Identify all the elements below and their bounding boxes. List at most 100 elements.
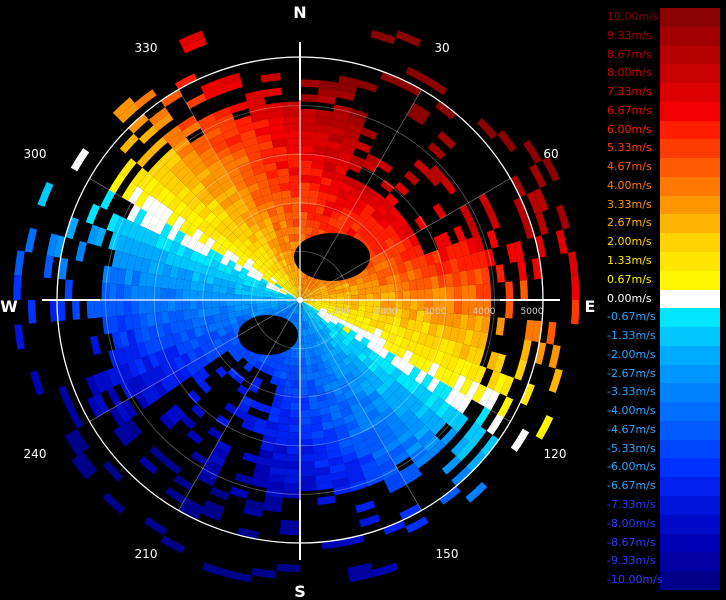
velocity-bin	[234, 115, 253, 128]
velocity-bin	[427, 263, 438, 278]
velocity-bin	[431, 249, 443, 264]
legend-label: -5.33m/s	[607, 441, 656, 455]
velocity-bin	[300, 123, 316, 132]
velocity-bin	[256, 456, 272, 467]
velocity-bin	[319, 285, 327, 291]
range-label-1000: 1000	[327, 307, 350, 317]
velocity-bin	[280, 401, 292, 410]
velocity-bin	[162, 457, 182, 475]
velocity-bin	[476, 118, 498, 140]
velocity-bin	[108, 406, 126, 427]
velocity-bin	[431, 300, 440, 313]
velocity-bin	[341, 311, 350, 318]
velocity-bin	[403, 414, 420, 430]
velocity-bin	[191, 371, 205, 386]
velocity-bin	[300, 138, 315, 147]
velocity-bin	[292, 211, 300, 220]
legend-row: 5.33m/s	[605, 139, 723, 159]
velocity-bin	[303, 306, 308, 314]
velocity-bin	[268, 278, 276, 286]
velocity-bin	[317, 495, 336, 506]
velocity-bin	[477, 250, 489, 269]
velocity-bin	[277, 236, 285, 245]
legend-row: 2.67m/s	[605, 214, 723, 234]
velocity-bin	[242, 505, 263, 518]
velocity-bin	[160, 362, 173, 378]
velocity-bin	[215, 440, 232, 454]
velocity-bin	[430, 275, 440, 289]
velocity-bin	[272, 287, 281, 293]
velocity-bin	[167, 131, 187, 148]
velocity-bin	[287, 272, 293, 281]
velocity-bin	[466, 362, 480, 381]
velocity-bin	[211, 446, 229, 460]
velocity-bin	[175, 342, 187, 356]
velocity-bin	[313, 290, 321, 295]
velocity-bin	[313, 452, 329, 462]
velocity-bin	[314, 324, 322, 332]
velocity-bin	[284, 468, 300, 477]
velocity-bin	[365, 433, 381, 447]
velocity-bin	[124, 269, 134, 286]
velocity-bin	[300, 197, 309, 205]
velocity-bin	[265, 310, 274, 316]
velocity-bin	[380, 292, 389, 300]
velocity-bin	[301, 314, 304, 322]
velocity-bin	[243, 248, 254, 258]
velocity-bin	[170, 159, 187, 176]
velocity-bin	[319, 406, 331, 416]
velocity-bin	[306, 303, 313, 309]
velocity-bin	[286, 293, 294, 298]
velocity-bin	[293, 365, 300, 374]
velocity-bin	[350, 221, 362, 233]
velocity-bin	[140, 194, 156, 212]
velocity-bin	[282, 234, 290, 244]
velocity-bin	[271, 138, 287, 148]
velocity-bin	[234, 305, 243, 312]
velocity-bin	[272, 307, 281, 313]
velocity-bin	[252, 424, 266, 435]
velocity-bin	[210, 240, 222, 253]
velocity-bin	[325, 147, 340, 158]
velocity-bin	[101, 282, 110, 300]
velocity-bin	[236, 384, 249, 396]
velocity-bin	[382, 267, 393, 278]
velocity-bin	[243, 313, 252, 321]
velocity-bin	[427, 362, 440, 378]
velocity-bin	[517, 260, 528, 281]
velocity-bin	[333, 325, 343, 334]
velocity-bin	[300, 351, 306, 359]
velocity-bin	[357, 327, 367, 337]
velocity-bin	[279, 243, 287, 252]
velocity-bin	[321, 420, 335, 431]
legend-swatch	[660, 26, 720, 46]
velocity-bin	[312, 333, 319, 342]
velocity-bin	[307, 342, 314, 351]
velocity-bin	[355, 315, 364, 323]
velocity-bin	[153, 113, 174, 132]
velocity-bin	[330, 179, 343, 190]
velocity-bin	[265, 223, 275, 234]
velocity-bin	[328, 186, 341, 197]
velocity-bin	[226, 259, 237, 269]
velocity-bin	[414, 369, 428, 385]
velocity-bin	[229, 336, 240, 347]
velocity-bin	[300, 307, 303, 315]
velocity-bin	[401, 375, 415, 390]
velocity-bin	[297, 270, 300, 279]
velocity-bin	[379, 284, 388, 293]
velocity-bin	[406, 108, 427, 126]
legend-label: -10.00m/s	[607, 573, 663, 587]
velocity-bin	[227, 243, 239, 254]
velocity-bin	[269, 276, 278, 284]
velocity-bin	[305, 320, 311, 329]
velocity-bin	[319, 221, 328, 231]
velocity-bin	[350, 433, 366, 446]
velocity-bin	[268, 230, 278, 241]
velocity-bin	[431, 287, 440, 300]
velocity-bin	[291, 387, 300, 396]
velocity-bin	[259, 186, 272, 197]
velocity-bin	[255, 270, 264, 278]
velocity-bin	[385, 192, 399, 207]
velocity-bin	[367, 197, 381, 210]
